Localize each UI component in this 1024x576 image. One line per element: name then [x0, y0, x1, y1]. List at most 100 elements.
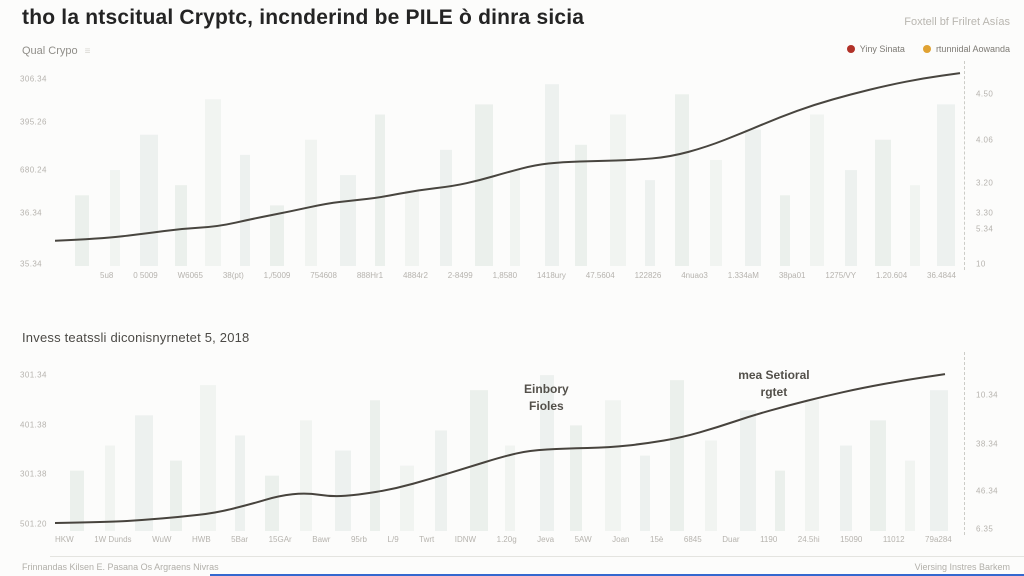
- x-axis-label: 1.20g: [496, 535, 517, 544]
- background-bar: [175, 185, 187, 266]
- page-title: tho la ntscitual Cryptc, incnderind be P…: [22, 6, 585, 29]
- x-axis-label: 4nuao3: [681, 271, 708, 280]
- x-axis-label: 1418ury: [536, 271, 566, 280]
- x-axis-label: L/9: [387, 535, 399, 544]
- x-axis-label: 2-8499: [447, 271, 473, 280]
- legend-item[interactable]: Yiny Sinata: [846, 44, 905, 54]
- y-axis-label: 301.34: [20, 370, 47, 380]
- y-axis-label: 38.34: [976, 439, 999, 449]
- background-bar: [780, 195, 790, 266]
- footer-divider: [50, 556, 1024, 557]
- background-bar: [805, 400, 819, 531]
- x-axis-label: 5u8: [100, 271, 114, 280]
- info-icon[interactable]: ≡: [84, 45, 92, 57]
- y-axis-label: 306.34: [20, 74, 47, 84]
- background-bar: [240, 154, 250, 266]
- x-axis-label: WuW: [152, 535, 172, 544]
- background-bar: [70, 470, 84, 531]
- chart-annotation: mea Setioral rgtet: [738, 368, 810, 399]
- x-axis-label: 1.334aM: [727, 271, 759, 280]
- x-axis-label: IDNW: [454, 535, 477, 544]
- x-axis-label: 888Hr1: [356, 271, 384, 280]
- background-bar: [505, 445, 515, 531]
- x-axis-label: 1190: [760, 535, 778, 544]
- background-bar: [845, 170, 857, 266]
- x-axis-label: 754608: [310, 271, 337, 280]
- x-axis-label: 15è: [650, 535, 664, 544]
- chart1-x-axis: 5u8 0 5009 W6065 38(pt) 1,/5009 754608 888Hr1 4…: [100, 271, 956, 280]
- background-bar: [235, 435, 245, 531]
- background-bar: [205, 99, 221, 266]
- y-axis-label: 4.06: [976, 135, 994, 145]
- x-axis-label: 122826: [634, 271, 662, 280]
- chart-annotation: Einbory Fioles: [524, 382, 569, 413]
- background-bar: [75, 195, 89, 266]
- legend-label: Yiny Sinata: [859, 44, 905, 54]
- chart1-legend: Yiny Sinata rtunnidal Aowanda: [846, 44, 1010, 54]
- chart1-y-axis-right: 4.50 4.06 3.20 3.30 5.34 10: [970, 64, 1012, 269]
- background-bar: [575, 144, 587, 266]
- background-bar: [905, 460, 915, 531]
- background-bar: [640, 455, 650, 531]
- x-axis-label: 95rb: [350, 535, 367, 544]
- footer-right-text: Viersing Instres Barkem: [914, 562, 1010, 572]
- x-axis-label: 47.5604: [585, 271, 615, 280]
- footer-left-text: Frinnandas Kilsen E. Pasana Os Argraens …: [22, 562, 219, 572]
- chart1-y-axis-left: 306.34 395.26 680.24 36.34 35.34: [20, 64, 58, 269]
- background-bar: [200, 385, 216, 531]
- background-bar: [605, 400, 621, 531]
- y-axis-label: 680.24: [20, 165, 47, 175]
- background-bar: [740, 410, 756, 531]
- background-bar: [775, 470, 785, 531]
- chart1-right-axis-line: [964, 61, 965, 270]
- legend-item[interactable]: rtunnidal Aowanda: [922, 44, 1010, 54]
- series-line: [55, 73, 960, 241]
- x-axis-label: 38(pt): [222, 271, 244, 280]
- background-bar: [875, 139, 891, 266]
- background-bar: [745, 129, 761, 266]
- x-axis-label: 24.5hi: [797, 535, 820, 544]
- series-line: [55, 374, 945, 523]
- y-axis-label: 35.34: [20, 259, 43, 269]
- x-axis-label: 6845: [683, 535, 702, 544]
- background-bar: [870, 420, 886, 531]
- background-bar: [270, 205, 284, 266]
- chart-2: 301.34 401.38 301.38 501.20 Einbory Fioles me…: [0, 352, 1024, 535]
- x-axis-label: Duar: [722, 535, 740, 544]
- background-bar: [340, 175, 356, 266]
- legend-label: rtunnidal Aowanda: [935, 44, 1010, 54]
- y-axis-label: 501.20: [20, 519, 47, 529]
- x-axis-label: 5AW: [574, 535, 592, 544]
- background-bar: [400, 465, 414, 531]
- x-axis-label: Jeva: [537, 535, 555, 544]
- x-axis-label: W6065: [177, 271, 203, 280]
- x-axis-label: HWB: [191, 535, 211, 544]
- background-bar: [910, 185, 920, 266]
- chart1-plot[interactable]: [55, 64, 965, 266]
- x-axis-label: 11012: [882, 535, 905, 544]
- background-bar: [405, 190, 419, 266]
- background-bar: [570, 425, 582, 531]
- x-axis-label: 1.20.604: [876, 271, 908, 280]
- background-bar: [370, 400, 380, 531]
- background-bar: [937, 104, 955, 266]
- chart2-plot[interactable]: Einbory Fioles mea Setioral rgtet: [55, 355, 965, 531]
- background-bar: [140, 134, 158, 266]
- chart1-line-svg: [55, 64, 965, 266]
- background-bar: [670, 380, 684, 531]
- x-axis-label: 79a284: [925, 535, 952, 544]
- background-bar: [265, 475, 279, 531]
- background-bar: [375, 114, 385, 266]
- x-axis-label: 0 5009: [133, 271, 158, 280]
- y-axis-label: 4.50: [976, 89, 994, 99]
- background-bar: [810, 114, 824, 266]
- x-axis-label: Twrt: [419, 535, 435, 544]
- x-axis-label: Joan: [612, 535, 630, 544]
- chart-1: 306.34 395.26 680.24 36.34 35.34 4.50 4.06 3.2…: [0, 61, 1024, 270]
- x-axis-label: 15GAr: [268, 535, 292, 544]
- x-axis-label: Bawr: [312, 535, 331, 544]
- y-axis-label: 36.34: [20, 208, 43, 218]
- x-axis-label: 36.4844: [927, 271, 956, 280]
- chart1-subtitle: Qual Crypo: [22, 45, 78, 57]
- x-axis-label: 1,/5009: [263, 271, 291, 280]
